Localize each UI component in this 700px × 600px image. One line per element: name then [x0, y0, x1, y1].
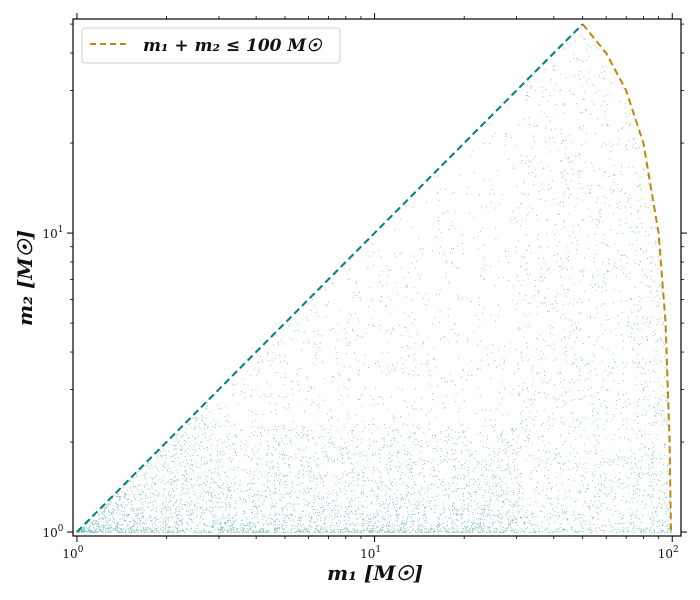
plot-frame — [72, 18, 682, 537]
scatter-points — [77, 28, 672, 533]
equal-mass-line — [76, 23, 584, 533]
legend-box — [81, 27, 341, 64]
legend: m₁ + m₂ ≤ 100 M☉ — [81, 27, 341, 64]
chart-lines — [76, 23, 672, 533]
total-mass-limit-line — [581, 23, 672, 533]
x-tick-label: 102 — [658, 545, 679, 561]
x-tick-label: 100 — [62, 545, 83, 561]
legend-label: m₁ + m₂ ≤ 100 M☉ — [143, 36, 323, 56]
x-axis-label: m₁ [M☉] — [327, 561, 423, 585]
y-axis-label: m₂ [M☉] — [13, 230, 37, 326]
scatter-points-cloud — [77, 28, 672, 533]
axis-ticks: 100 101 102 100 101 — [42, 13, 687, 561]
x-tick-label: 101 — [360, 545, 381, 561]
y-tick-label: 101 — [42, 225, 63, 241]
y-tick-label: 100 — [42, 524, 63, 540]
